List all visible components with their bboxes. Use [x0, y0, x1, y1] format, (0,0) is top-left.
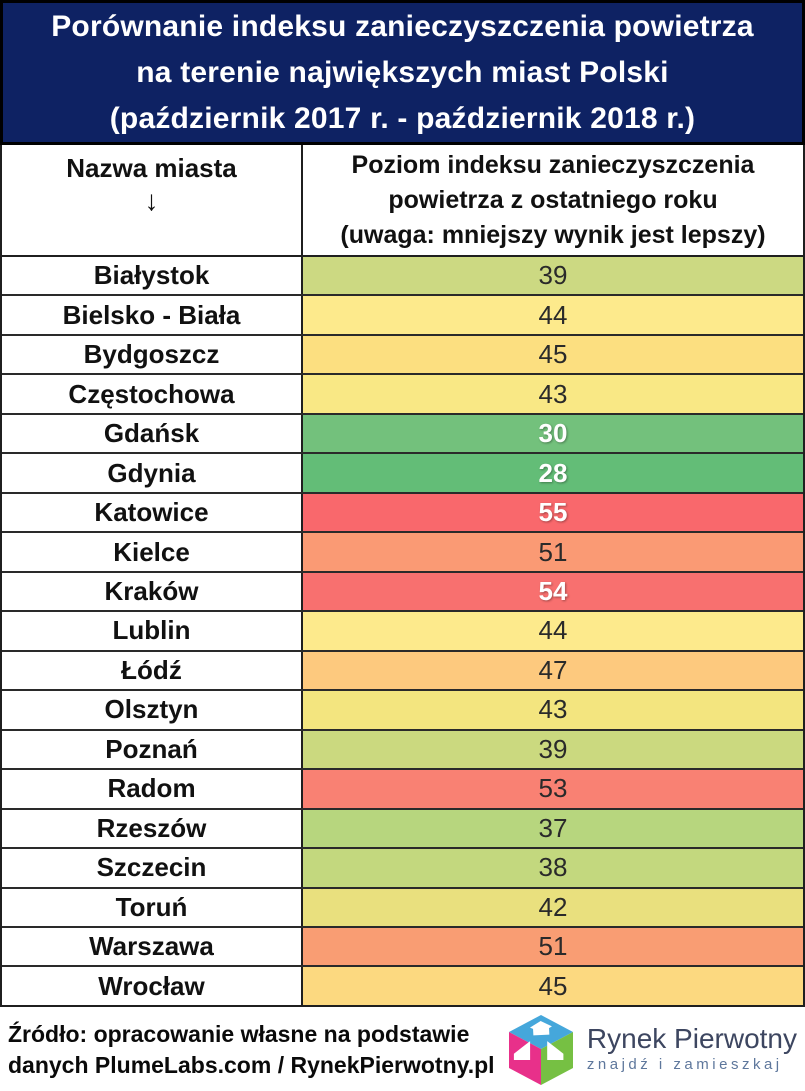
- city-name: Rzeszów: [2, 809, 303, 848]
- source-line-1: Źródło: opracowanie własne na podstawie: [8, 1021, 470, 1047]
- index-value: 42: [303, 888, 803, 926]
- title-bar: Porównanie indeksu zanieczyszczenia powi…: [0, 0, 805, 145]
- title-line-2: na terenie największych miast Polski: [136, 55, 669, 89]
- table-row: Białystok 39: [2, 257, 803, 297]
- source-line-2: danych PlumeLabs.com / RynekPierwotny.pl: [8, 1052, 495, 1078]
- table-row: Lublin 44: [2, 612, 803, 652]
- column-header-index: Poziom indeksu zanieczyszczenia powietrz…: [303, 145, 803, 255]
- index-value: 39: [303, 730, 803, 769]
- table-row: Kraków 54: [2, 572, 803, 613]
- logo-brand: Rynek Pierwotny: [586, 1023, 797, 1054]
- city-name: Bielsko - Biała: [2, 296, 303, 334]
- footer: Źródło: opracowanie własne na podstawie …: [0, 1007, 805, 1091]
- index-value: 30: [303, 414, 803, 453]
- index-value: 43: [303, 691, 803, 729]
- table-row: Łódź 47: [2, 651, 803, 692]
- city-name: Wrocław: [2, 967, 303, 1005]
- index-value: 45: [303, 335, 803, 374]
- city-name: Kielce: [2, 533, 303, 571]
- column-header-city: Nazwa miasta ↓: [2, 145, 303, 255]
- city-name: Poznań: [2, 730, 303, 769]
- table-row: Radom 53: [2, 770, 803, 810]
- city-name: Radom: [2, 770, 303, 808]
- index-value: 51: [303, 533, 803, 571]
- city-name: Bydgoszcz: [2, 335, 303, 374]
- city-name: Szczecin: [2, 849, 303, 887]
- index-value: 37: [303, 809, 803, 848]
- city-name: Białystok: [2, 257, 303, 295]
- table-row: Bydgoszcz 45: [2, 335, 803, 376]
- column-header-index-line-1: Poziom indeksu zanieczyszczenia: [351, 150, 755, 179]
- index-value: 38: [303, 849, 803, 887]
- index-value: 44: [303, 296, 803, 334]
- index-value: 39: [303, 257, 803, 295]
- city-name: Warszawa: [2, 927, 303, 966]
- city-name: Łódź: [2, 651, 303, 690]
- table-header-row: Nazwa miasta ↓ Poziom indeksu zanieczysz…: [2, 145, 803, 257]
- rynek-pierwotny-logo: Rynek Pierwotny znajdź i zamieszkaj: [505, 1013, 799, 1087]
- table-body: Białystok 39 Bielsko - Biała 44 Bydgoszcz 45 C…: [2, 257, 803, 1005]
- table-row: Toruń 42: [2, 888, 803, 928]
- table-row: Szczecin 38: [2, 849, 803, 889]
- source-note: Źródło: opracowanie własne na podstawie …: [8, 1019, 495, 1081]
- table-row: Bielsko - Biała 44: [2, 296, 803, 336]
- table-row: Katowice 55: [2, 493, 803, 534]
- down-arrow-icon: ↓: [144, 185, 159, 216]
- index-value: 44: [303, 612, 803, 650]
- table-row: Kielce 51: [2, 533, 803, 573]
- table-row: Częstochowa 43: [2, 375, 803, 415]
- city-name: Gdynia: [2, 454, 303, 492]
- index-value: 45: [303, 967, 803, 1005]
- index-value: 55: [303, 493, 803, 532]
- table-row: Wrocław 45: [2, 967, 803, 1005]
- table-row: Warszawa 51: [2, 927, 803, 968]
- city-name: Olsztyn: [2, 691, 303, 729]
- table-row: Gdańsk 30: [2, 414, 803, 455]
- logo-tagline: znajdź i zamieszkaj: [586, 1056, 783, 1073]
- table-row: Olsztyn 43: [2, 691, 803, 731]
- cube-logo-icon: [508, 1015, 573, 1085]
- title-line-3: (październik 2017 r. - październik 2018 …: [109, 101, 696, 135]
- index-value: 51: [303, 927, 803, 966]
- city-name: Katowice: [2, 493, 303, 532]
- city-name: Częstochowa: [2, 375, 303, 413]
- index-value: 43: [303, 375, 803, 413]
- index-value: 28: [303, 454, 803, 492]
- column-header-city-label: Nazwa miasta: [66, 153, 237, 183]
- city-name: Gdańsk: [2, 414, 303, 453]
- index-value: 53: [303, 770, 803, 808]
- city-name: Lublin: [2, 612, 303, 650]
- logo-text: Rynek Pierwotny znajdź i zamieszkaj: [587, 1024, 797, 1076]
- city-name: Kraków: [2, 572, 303, 611]
- pollution-table: Nazwa miasta ↓ Poziom indeksu zanieczysz…: [0, 145, 805, 1007]
- column-header-index-line-3: (uwaga: mniejszy wynik jest lepszy): [340, 220, 766, 249]
- table-row: Gdynia 28: [2, 454, 803, 494]
- column-header-index-line-2: powietrza z ostatniego roku: [388, 185, 718, 214]
- table-row: Rzeszów 37: [2, 809, 803, 850]
- index-value: 47: [303, 651, 803, 690]
- title-line-1: Porównanie indeksu zanieczyszczenia powi…: [51, 9, 754, 43]
- city-name: Toruń: [2, 888, 303, 926]
- table-row: Poznań 39: [2, 730, 803, 771]
- index-value: 54: [303, 572, 803, 611]
